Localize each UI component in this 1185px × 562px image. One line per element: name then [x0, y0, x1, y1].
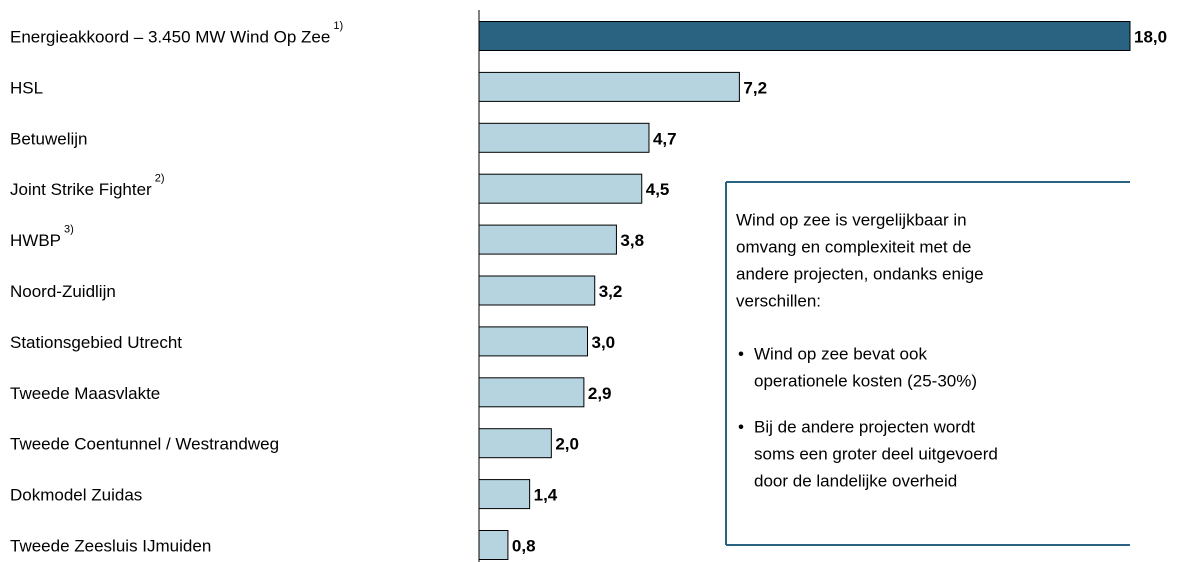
- value-label: 2,9: [588, 384, 612, 403]
- value-label: 1,4: [534, 486, 558, 505]
- category-label: Joint Strike Fighter: [10, 180, 152, 199]
- bar: [478, 428, 552, 459]
- footnote-marker: 3): [64, 224, 74, 236]
- annotation-text: Wind op zee is vergelijkbaar in: [736, 210, 967, 229]
- value-label: 4,5: [646, 180, 670, 199]
- annotation-bullet-text: Bij de andere projecten wordt: [754, 417, 975, 436]
- bar: [478, 530, 509, 560]
- value-label: 3,0: [592, 333, 616, 352]
- category-label: Tweede Coentunnel / Westrandweg: [10, 435, 279, 454]
- bar: [478, 71, 740, 102]
- annotation-bullet-text: Wind op zee bevat ook: [754, 344, 927, 363]
- bar: [478, 479, 531, 510]
- bar: [478, 275, 596, 306]
- annotation-bullet-text: door de landelijke overheid: [754, 471, 957, 490]
- category-label: Stationsgebied Utrecht: [10, 333, 182, 352]
- category-label: HWBP: [10, 231, 61, 250]
- annotation-bullet-text: operationele kosten (25-30%): [754, 371, 977, 390]
- bar: [478, 173, 643, 204]
- value-label: 7,2: [743, 78, 767, 97]
- value-label: 4,7: [653, 129, 677, 148]
- annotation-text: verschillen:: [736, 291, 821, 310]
- footnote-marker: 2): [155, 173, 165, 185]
- value-label: 3,2: [599, 282, 623, 301]
- annotation-box: [725, 181, 1130, 546]
- category-label: Dokmodel Zuidas: [10, 486, 142, 505]
- footnote-marker: 1): [333, 20, 343, 32]
- annotation-bullet-text: soms een groter deel uitgevoerd: [754, 444, 998, 463]
- category-label: Tweede Zeesluis IJmuiden: [10, 536, 211, 555]
- value-label: 0,8: [512, 536, 536, 555]
- value-label: 18,0: [1134, 27, 1167, 46]
- value-label: 3,8: [620, 231, 644, 250]
- category-label: Noord-Zuidlijn: [10, 282, 116, 301]
- category-label: HSL: [10, 78, 43, 97]
- bullet: •: [738, 344, 744, 363]
- bar: [478, 122, 650, 153]
- bar: [478, 326, 588, 357]
- annotation-text: andere projecten, ondanks enige: [736, 264, 984, 283]
- category-label: Energieakkoord – 3.450 MW Wind Op Zee: [10, 27, 330, 46]
- bullet: •: [738, 417, 744, 436]
- bar: [478, 224, 617, 255]
- bar: [478, 377, 585, 408]
- category-label: Betuwelijn: [10, 129, 88, 148]
- value-label: 2,0: [555, 435, 579, 454]
- annotation-text: omvang en complexiteit met de: [736, 237, 971, 256]
- bar: [478, 21, 1131, 51]
- category-label: Tweede Maasvlakte: [10, 384, 160, 403]
